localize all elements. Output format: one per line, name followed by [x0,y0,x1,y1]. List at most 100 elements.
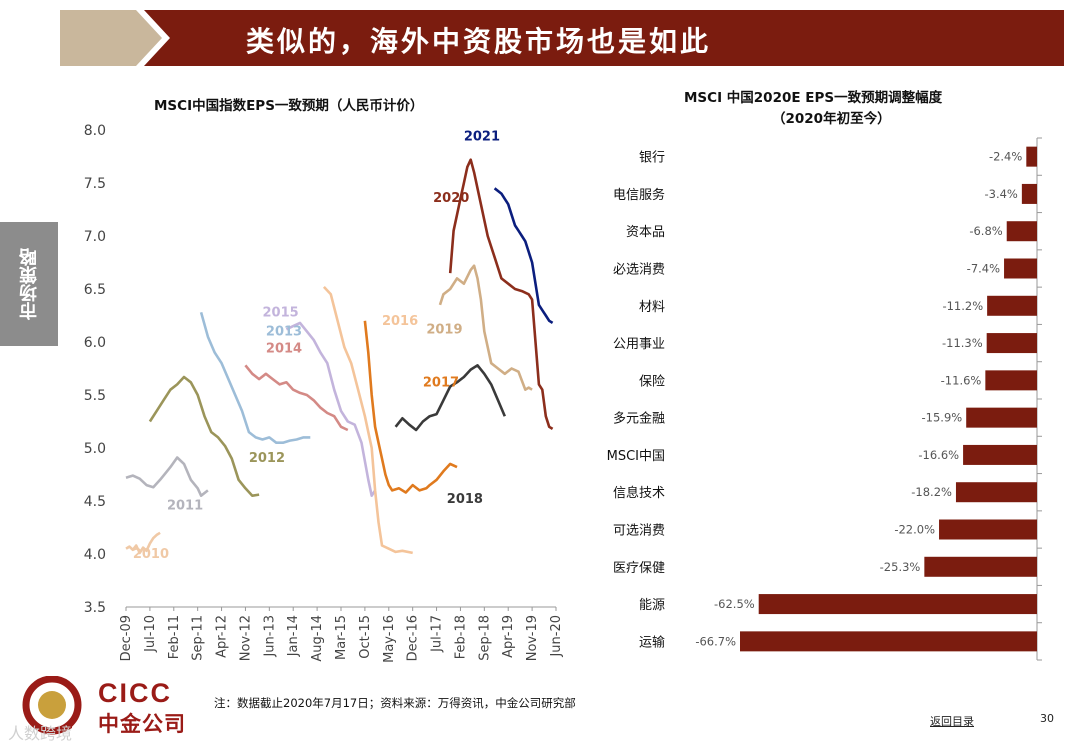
bar-能源 [758,594,1037,615]
x-tick-label: Apr-19 [501,615,516,658]
y-tick-label: 4.5 [84,494,106,510]
bar-category-label: 运输 [639,634,665,650]
x-tick-label: Jun-13 [262,615,277,658]
bar-材料 [987,295,1037,316]
bar-value-label: -18.2% [911,485,952,499]
y-tick-label: 8.0 [84,123,106,139]
line-chart-labels: 2010 2011 2012 2013 2014 2015 2016 2017 2018 2019… [133,130,500,563]
cicc-logo: CICC 中金公司 [20,676,200,738]
bar-资本品 [1006,221,1037,242]
series-line-2021 [493,187,554,325]
source-note: 注：数据截止2020年7月17日；资料来源：万得资讯，中金公司研究部 [214,696,576,710]
bar-value-label: -62.5% [714,597,755,611]
x-tick-label: May-16 [382,615,397,663]
bar-category-label: 保险 [639,374,665,389]
bar-运输 [740,631,1037,652]
banner-bar [144,10,1064,66]
side-section-tab[interactable]: 市场策略 [0,222,58,346]
y-tick-label: 5.0 [84,441,106,457]
bar-category-label: 信息技术 [613,485,665,501]
series-line-2011 [125,456,209,498]
bar-保险 [985,370,1037,391]
series-line-2012 [148,375,260,498]
logo-text: CICC [98,678,172,708]
series-line-2014 [244,364,349,432]
x-tick-label: Jul-17 [430,615,445,653]
x-tick-label: Jun-20 [549,615,564,658]
right-chart-title-line2: （2020年初至今） [772,111,891,127]
x-tick-label: Sep-11 [191,615,206,661]
bar-银行 [1026,146,1037,167]
banner-shape [60,10,1064,66]
bar-value-label: -16.6% [918,448,959,462]
bar-MSCI中国 [963,444,1037,465]
bar-category-label: 公用事业 [613,337,665,352]
left-chart-title: MSCI中国指数EPS一致预期（人民币计价） [154,98,424,114]
bar-必选消费 [1004,258,1037,279]
page-title: 类似的，海外中资股市场也是如此 [246,25,712,58]
back-to-toc-link[interactable]: 返回目录 [930,715,974,728]
bar-category-label: 电信服务 [613,187,665,203]
bar-category-label: 可选消费 [613,524,665,539]
y-tick-label: 6.5 [84,282,106,298]
right-chart-title-line1: MSCI 中国2020E EPS一致预期调整幅度 [684,90,943,106]
x-tick-label: Feb-18 [453,615,468,659]
y-tick-label: 5.5 [84,388,106,404]
bar-value-label: -15.9% [922,411,963,425]
series-label-2014: 2014 [266,342,302,357]
series-line-2018 [394,363,506,432]
series-line-2019 [438,264,533,392]
bar-category-label: 银行 [639,151,665,166]
series-label-2018: 2018 [447,492,483,507]
x-tick-label: Apr-12 [215,615,230,658]
x-tick-label: Dec-16 [406,615,421,661]
watermark: 人数跨境 [8,724,73,743]
y-tick-label: 3.5 [84,600,106,616]
y-tick-label: 7.5 [84,176,106,192]
x-tick-label: Jul-10 [143,615,158,653]
bar-value-label: -2.4% [989,150,1022,164]
series-label-2017: 2017 [423,376,459,391]
bar-电信服务 [1021,183,1037,204]
series-line-2013 [199,311,311,445]
header-banner: 类似的，海外中资股市场也是如此 [60,10,1064,66]
bar-value-label: -7.4% [967,262,1000,276]
logo-chinese-text: 中金公司 [98,712,186,736]
x-tick-label: Jan-14 [286,615,301,657]
bar-value-label: -11.6% [941,373,982,387]
series-label-2015: 2015 [263,306,299,321]
series-line-2010 [125,531,161,555]
bar-公用事业 [986,333,1037,354]
series-label-2013: 2013 [266,325,302,340]
bar-category-label: 能源 [639,598,665,613]
series-line-2015 [285,321,377,498]
bar-信息技术 [955,482,1037,503]
series-label-2012: 2012 [249,451,285,466]
bar-value-label: -25.3% [880,560,921,574]
series-label-2019: 2019 [426,323,462,338]
bar-value-label: -11.2% [942,299,983,313]
bar-category-label: 资本品 [626,225,665,240]
x-tick-label: Feb-11 [167,615,182,659]
x-tick-label: Mar-15 [334,615,349,660]
bar-value-label: -22.0% [894,523,935,537]
banner-chevron-left [60,10,162,66]
bar-value-label: -66.7% [695,634,736,648]
bar-category-label: 医疗保健 [613,561,665,576]
y-tick-label: 4.0 [84,547,106,563]
line-chart-axes: 8.0 7.5 7.0 6.5 6.0 5.5 5.0 4.5 4.0 3.5 Dec-09 Jul-… [84,123,564,663]
bar-category-label: MSCI中国 [607,449,665,464]
bar-category-label: 必选消费 [613,263,665,278]
line-chart-series [125,158,554,555]
x-tick-label: Sep-18 [477,615,492,661]
y-tick-label: 7.0 [84,229,106,245]
page-number: 30 [1040,712,1054,725]
bar-可选消费 [939,519,1037,540]
bar-医疗保健 [924,556,1037,577]
bar-chart-bars: 银行 -2.4% 电信服务 -3.4% 资本品 -6.8% 必选消费 -7.4% 材料 -11.2… [607,146,1037,652]
x-tick-label: Nov-12 [238,615,253,661]
series-label-2021: 2021 [464,130,500,145]
bar-category-label: 材料 [639,300,665,315]
bar-chart-axes [1036,137,1042,661]
